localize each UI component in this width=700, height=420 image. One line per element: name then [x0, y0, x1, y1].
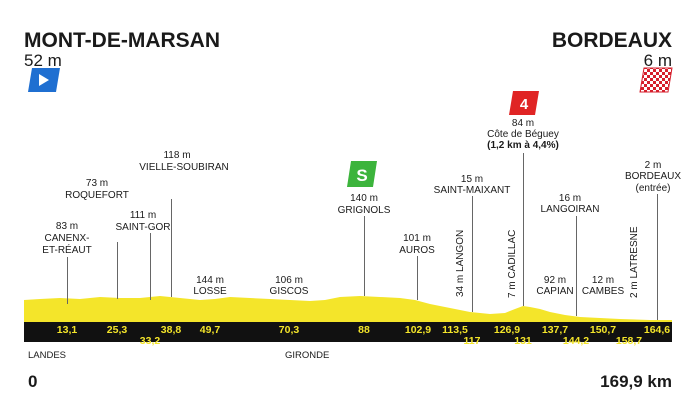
point-latresne: 2 m LATRESNE: [629, 226, 640, 298]
point-name-langoiran: LANGOIRAN: [540, 204, 600, 215]
km-marker: 102,9: [404, 324, 432, 336]
point-alt-vielle-soubiran: 118 m: [163, 150, 191, 161]
km-marker: 164,6: [643, 324, 671, 336]
km-marker: 137,7: [541, 324, 569, 336]
point-alt-capian: 92 m: [543, 275, 567, 286]
km-marker: 131: [514, 335, 532, 347]
marker-line: [117, 242, 118, 299]
point-alt-grignols: 140 m: [350, 193, 378, 204]
marker-line: [472, 196, 473, 312]
point-name-saint-maixant: SAINT-MAIXANT: [433, 185, 511, 196]
point-name-beguey: Côte de Béguey: [487, 129, 559, 140]
svg-text:4: 4: [520, 96, 529, 113]
point-name-auros: AUROS: [399, 245, 435, 256]
point-name-capian: CAPIAN: [536, 286, 574, 297]
point-alt-canenx: 83 m: [55, 221, 79, 232]
point-alt-saint-maixant: 15 m: [460, 174, 484, 185]
point-detail-beguey: (1,2 km à 4,4%): [487, 140, 559, 151]
marker-line: [576, 216, 577, 316]
point-alt-beguey: 84 m: [511, 118, 535, 129]
point-alt-auros: 101 m: [403, 233, 431, 244]
finish-flag-icon: [639, 67, 673, 93]
point-alt-bordeaux-entree: 2 m: [644, 160, 662, 171]
km-marker: 144,2: [562, 335, 590, 347]
region-landes: LANDES: [28, 350, 67, 361]
point-name-giscos: GISCOS: [269, 286, 309, 297]
km-marker: 126,9: [493, 324, 521, 336]
point-name-losse: LOSSE: [193, 286, 227, 297]
km-marker: 158,7: [615, 335, 643, 347]
point-alt-cambes: 12 m: [591, 275, 615, 286]
marker-line: [171, 199, 172, 297]
km-marker: 13,1: [56, 324, 78, 336]
point-alt-giscos: 106 m: [275, 275, 303, 286]
distance-start: 0: [28, 372, 38, 391]
distance-band: [24, 322, 672, 342]
km-marker: 117: [463, 335, 481, 347]
km-marker: 70,3: [278, 324, 300, 336]
marker-line: [657, 194, 658, 320]
point-alt-saint-gor: 111 m: [129, 210, 157, 221]
point-name-cambes: CAMBES: [581, 286, 625, 297]
point-name-canenx: CANENX- ET-RÉAUT: [42, 233, 92, 256]
km-marker: 113,5: [442, 324, 468, 336]
km-marker: 49,7: [199, 324, 221, 336]
start-altitude: 52 m: [24, 51, 62, 70]
marker-line: [364, 216, 365, 296]
km-marker: 25,3: [106, 324, 128, 336]
finish-altitude: 6 m: [643, 51, 672, 70]
point-alt-losse: 144 m: [196, 275, 224, 286]
point-alt-langoiran: 16 m: [558, 193, 582, 204]
start-flag-icon: [28, 68, 60, 92]
marker-line: [523, 153, 524, 306]
region-gironde: GIRONDE: [285, 350, 330, 361]
km-marker: 33,2: [139, 335, 161, 347]
point-cadillac: 7 m CADILLAC: [507, 229, 518, 298]
point-alt-roquefort: 73 m: [85, 178, 109, 189]
sprint-badge-icon: S: [347, 161, 377, 187]
km-marker: 88: [358, 324, 370, 336]
distance-total: 169,9 km: [600, 372, 672, 391]
climb-category-badge-icon: 4: [509, 91, 539, 115]
finish-city: BORDEAUX: [551, 29, 672, 52]
svg-text:S: S: [356, 166, 367, 185]
point-name-bordeaux-entree: BORDEAUX (entrée): [624, 171, 682, 194]
marker-line: [417, 256, 418, 300]
point-name-roquefort: ROQUEFORT: [65, 190, 129, 201]
start-city: MONT-DE-MARSAN: [24, 29, 220, 52]
point-name-grignols: GRIGNOLS: [337, 205, 391, 216]
point-langon: 34 m LANGON: [455, 229, 466, 297]
point-name-saint-gor: SAINT-GOR: [115, 222, 171, 233]
km-marker: 38,8: [160, 324, 182, 336]
point-name-vielle-soubiran: VIELLE-SOUBIRAN: [139, 162, 229, 173]
marker-line: [150, 233, 151, 300]
km-marker: 150,7: [589, 324, 617, 336]
marker-line: [67, 257, 68, 304]
